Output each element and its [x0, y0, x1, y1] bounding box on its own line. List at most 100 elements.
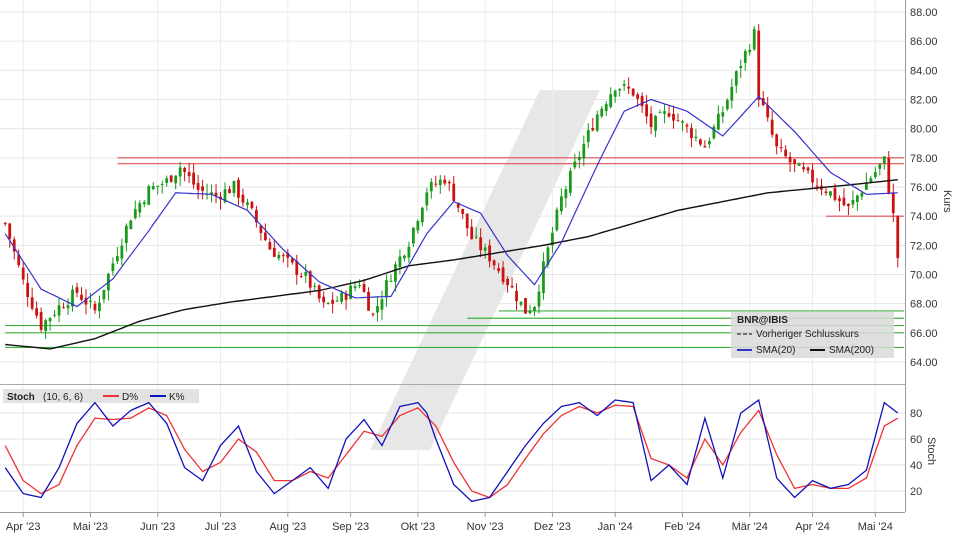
candle-body — [201, 186, 204, 191]
candle-body — [385, 280, 388, 298]
candle-body — [497, 268, 500, 271]
candle-body — [308, 271, 312, 288]
time-axis-line — [0, 512, 905, 513]
candle-body — [21, 267, 25, 280]
candle-body — [389, 280, 393, 282]
stoch-axis-ticks: 80 60 40 20 — [910, 408, 922, 498]
candle-body — [681, 121, 684, 123]
candle-body — [829, 191, 832, 196]
candle-body — [501, 267, 505, 283]
candle-body — [313, 285, 317, 287]
candle-body — [8, 223, 12, 239]
candle-body — [577, 156, 581, 161]
candle-body — [429, 181, 433, 192]
candle-body — [788, 156, 792, 163]
price-tick-label: 82.00 — [910, 95, 938, 107]
candle-body — [80, 294, 83, 300]
candle-body — [712, 126, 716, 139]
candle-body — [196, 183, 200, 190]
candle-body — [326, 302, 330, 304]
candle-body — [488, 245, 492, 262]
time-tick-label: Okt '23 — [401, 521, 436, 533]
candle-body — [3, 223, 7, 225]
stoch-legend[interactable]: Stoch (10, 6, 6) D% K% — [3, 389, 199, 403]
candle-body — [447, 181, 451, 184]
candle-body — [645, 104, 648, 117]
candle-body — [281, 255, 285, 257]
candle-body — [353, 286, 357, 289]
price-legend[interactable]: BNR@IBIS Vorheriger Schlusskurs SMA(20) SMA… — [731, 312, 894, 358]
candle-body — [335, 300, 339, 302]
time-tick-label: Jun '23 — [140, 521, 175, 533]
candle-body — [896, 216, 900, 258]
time-axis-ticks: Apr '23 Mai '23 Jun '23 Jul '23 Aug '23 Sep '… — [6, 512, 893, 533]
time-tick-label: Nov '23 — [467, 521, 504, 533]
candle-body — [367, 291, 370, 311]
candle-body — [784, 149, 788, 157]
candle-body — [290, 258, 294, 263]
stoch-tick-label: 60 — [910, 434, 922, 446]
candle-body — [411, 227, 415, 244]
time-tick-label: Mai '23 — [73, 521, 108, 533]
time-tick-label: Sep '23 — [332, 521, 369, 533]
candle-body — [676, 120, 680, 122]
candle-body — [272, 247, 276, 257]
candle-body — [806, 167, 810, 171]
stoch-legend-params: (10, 6, 6) — [43, 392, 83, 403]
candle-body — [84, 297, 88, 305]
candle-body — [564, 189, 568, 199]
candle-body — [743, 50, 747, 63]
candle-body — [707, 140, 711, 145]
candle-body — [734, 71, 738, 86]
candle-body — [434, 183, 438, 185]
candle-body — [89, 300, 92, 302]
candle-body — [851, 199, 855, 205]
candle-body — [725, 100, 729, 110]
price-tick-label: 84.00 — [910, 65, 938, 77]
price-tick-label: 76.00 — [910, 182, 938, 194]
candle-body — [595, 114, 599, 131]
candle-body — [147, 186, 151, 205]
stoch-gridlines — [0, 412, 905, 492]
candle-body — [882, 156, 886, 164]
candle-body — [358, 285, 361, 287]
candle-body — [241, 194, 245, 203]
candle-body — [93, 304, 97, 311]
candle-body — [255, 209, 258, 223]
price-tick-label: 70.00 — [910, 270, 938, 282]
stoch-legend-name: Stoch — [7, 392, 35, 403]
stoch-legend-box — [3, 389, 199, 403]
candle-body — [699, 139, 702, 145]
candle-body — [586, 130, 590, 143]
candle-body — [793, 159, 796, 164]
time-tick-label: Jan '24 — [598, 521, 633, 533]
candle-body — [878, 164, 882, 169]
time-tick-label: Apr '23 — [6, 521, 41, 533]
candle-body — [716, 113, 720, 130]
candle-body — [640, 96, 644, 107]
candle-body — [151, 186, 155, 190]
right-axis-line — [905, 0, 906, 512]
candle-body — [268, 242, 272, 250]
stoch-tick-label: 80 — [910, 408, 922, 420]
candle-body — [120, 245, 124, 259]
candle-body — [649, 113, 653, 128]
candle-body — [533, 306, 536, 312]
candle-body — [438, 179, 442, 186]
candle-body — [824, 191, 828, 194]
price-tick-label: 64.00 — [910, 357, 938, 369]
candle-body — [452, 183, 456, 201]
stoch-legend-k: K% — [169, 392, 185, 403]
candle-body — [470, 226, 474, 239]
candle-body — [510, 285, 514, 288]
price-tick-label: 68.00 — [910, 299, 938, 311]
candle-body — [394, 264, 397, 282]
candle-body — [443, 179, 447, 184]
candle-body — [766, 105, 770, 118]
candle-body — [12, 239, 16, 252]
candle-body — [833, 187, 837, 200]
candle-body — [165, 178, 169, 183]
candle-body — [559, 196, 563, 212]
candle-body — [582, 143, 586, 159]
